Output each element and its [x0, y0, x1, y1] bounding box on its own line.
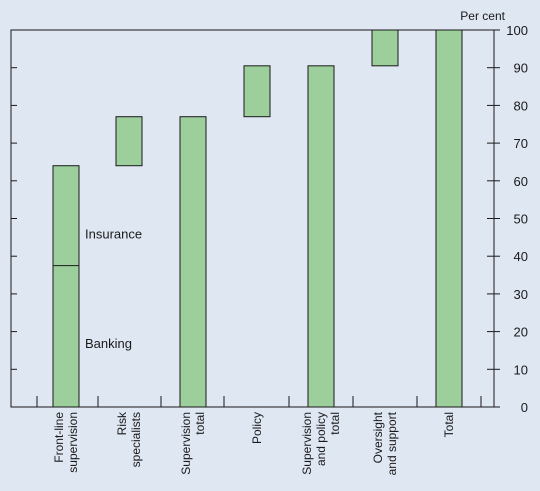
y-axis-unit-label: Per cent [460, 9, 505, 23]
y-tick-label: 30 [514, 287, 528, 302]
x-category-label: Oversight [371, 411, 385, 463]
bar [243, 65, 271, 118]
x-category-label: specialists [129, 412, 143, 467]
y-tick-label: 80 [514, 98, 528, 113]
x-category-label: Supervision [179, 412, 193, 475]
bar-annotation-label: Insurance [85, 227, 142, 242]
category-labels: Front-line supervision Risk specialists Supe… [52, 411, 456, 475]
bars-group [52, 29, 463, 408]
x-category-label: supervision [66, 412, 80, 473]
bar [179, 116, 207, 408]
bar [52, 165, 80, 408]
y-tick-label: 70 [514, 136, 528, 151]
annotations-group: Insurance Banking [85, 227, 142, 351]
x-category-label: and policy [314, 412, 328, 466]
y-tick-label: 60 [514, 174, 528, 189]
x-category-label: Front-line [52, 412, 66, 463]
y-tick-label: 0 [521, 400, 528, 415]
x-category-label: Supervision [300, 412, 314, 475]
x-axis-ticks [36, 396, 482, 407]
y-tick-label: 50 [514, 212, 528, 227]
y-tick-label: 20 [514, 325, 528, 340]
x-category-label: total [193, 412, 207, 435]
y-axis-ticks: 0 10 20 30 40 50 60 70 80 90 100 [11, 23, 528, 415]
y-tick-label: 40 [514, 249, 528, 264]
bar [307, 65, 335, 408]
x-category-label: Risk [115, 411, 129, 435]
x-category-label: total [328, 412, 342, 435]
bar-annotation-label: Banking [85, 336, 132, 351]
y-tick-label: 90 [514, 61, 528, 76]
x-category-label: Total [442, 412, 456, 437]
x-category-label: Policy [250, 412, 264, 444]
y-tick-label: 100 [506, 23, 528, 38]
bar [115, 116, 143, 167]
bar [435, 29, 463, 408]
x-category-label: and support [385, 411, 399, 475]
bar [371, 29, 399, 67]
y-tick-label: 10 [514, 362, 528, 377]
